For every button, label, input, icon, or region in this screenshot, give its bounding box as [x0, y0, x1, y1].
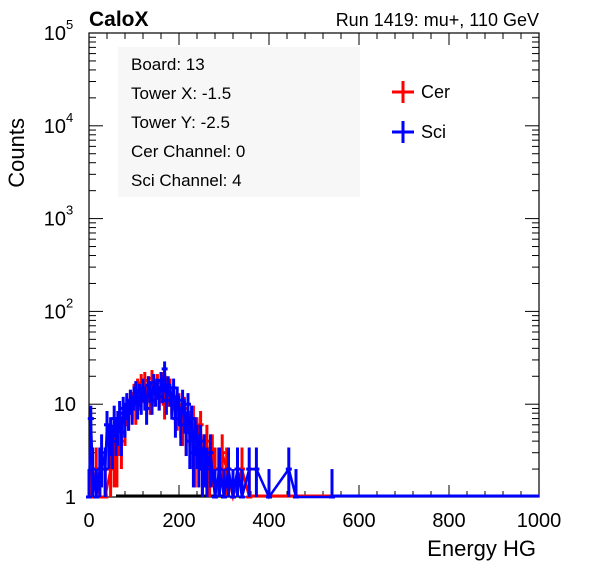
legend-label-sci: Sci [421, 122, 446, 142]
y-tick-label: 10 [44, 23, 66, 45]
legend-marker-sci [392, 121, 414, 143]
legend: Cer Sci [392, 81, 450, 143]
series-sci [86, 361, 539, 500]
info-sci-channel: Sci Channel: 4 [131, 171, 242, 190]
legend-label-cer: Cer [421, 82, 450, 102]
x-axis-title: Energy HG [427, 536, 536, 561]
info-box [118, 47, 360, 197]
y-axis-title: Counts [4, 118, 29, 188]
x-tick-label: 0 [83, 510, 94, 532]
y-tick-label: 1 [65, 487, 76, 509]
x-tick-label: 800 [432, 510, 465, 532]
x-tick-label: 600 [342, 510, 375, 532]
y-tick-exponent: 5 [66, 17, 73, 32]
y-tick-label: 10 [44, 116, 66, 138]
info-cer-channel: Cer Channel: 0 [131, 142, 245, 161]
info-tower-x: Tower X: -1.5 [131, 84, 231, 103]
x-tick-label: 1000 [517, 510, 562, 532]
y-tick-label: 10 [44, 301, 66, 323]
series-line [87, 368, 332, 500]
info-board: Board: 13 [131, 55, 205, 74]
y-tick-exponent: 3 [66, 203, 73, 218]
header-left-label: CaloX [89, 8, 149, 31]
legend-marker-cer [392, 81, 414, 103]
y-tick-label: 10 [44, 209, 66, 231]
x-tick-label: 400 [252, 510, 285, 532]
y-tick-exponent: 2 [66, 295, 73, 310]
x-tick-label: 200 [162, 510, 195, 532]
y-tick-label: 10 [54, 394, 76, 416]
header-right-label: Run 1419: mu+, 110 GeV [336, 10, 539, 30]
series-layer [86, 361, 539, 502]
y-tick-exponent: 4 [66, 110, 73, 125]
info-tower-y: Tower Y: -2.5 [131, 113, 230, 132]
